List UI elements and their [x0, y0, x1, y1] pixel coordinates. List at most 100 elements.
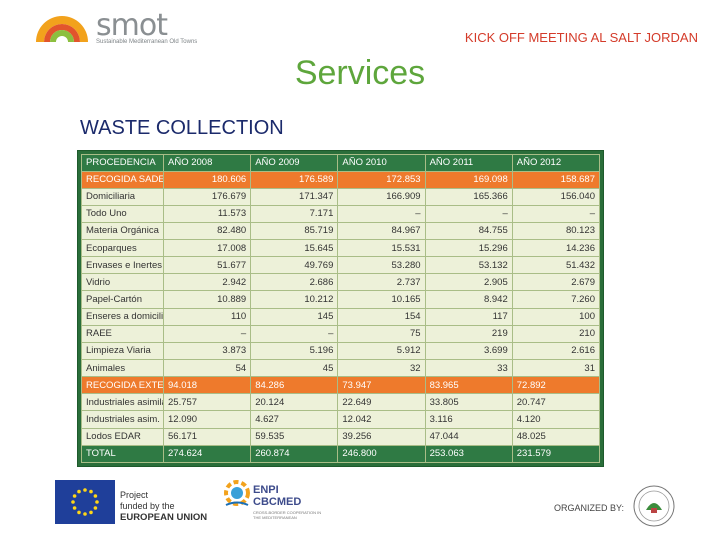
value-cell: 51.432 [511, 256, 601, 275]
value-cell: 84.286 [250, 376, 339, 395]
enpi-title: ENPI CBCMED [253, 484, 301, 508]
value-cell: 3.699 [424, 341, 513, 361]
value-cell: 59.535 [250, 427, 339, 446]
row-label-cell: RECOGIDA EXTERNA [81, 376, 164, 395]
row-label-cell: Enseres a domicilio [81, 307, 164, 326]
value-cell: 158.687 [511, 170, 601, 189]
value-cell: 117 [424, 307, 513, 326]
value-cell: 15.296 [424, 239, 513, 258]
value-cell: – [337, 204, 426, 223]
value-cell: 10.212 [250, 290, 339, 309]
enpi-subtitle: CROSS-BORDER COOPERATION IN THE MEDITERR… [253, 510, 322, 520]
value-cell: 32 [337, 359, 426, 378]
value-cell: 171.347 [250, 187, 339, 206]
value-cell: 15.645 [250, 239, 339, 258]
table-row: Animales 54 45 32 33 31 [81, 359, 601, 378]
row-label-cell: Industriales asim. RCD [81, 410, 164, 429]
table-row: Limpieza Viaria 3.873 5.196 5.912 3.699 2.616 [81, 341, 601, 361]
value-cell: 176.679 [162, 187, 252, 206]
value-cell: 2.686 [250, 273, 339, 292]
value-cell: 2.679 [511, 273, 601, 292]
enpi-line-1: ENPI [253, 484, 279, 496]
value-cell: 5.912 [337, 341, 426, 361]
value-cell: 5.196 [250, 341, 339, 361]
value-cell: 219 [424, 324, 513, 343]
value-cell: 53.132 [424, 256, 513, 275]
value-cell: 73.947 [337, 376, 426, 395]
value-cell: 72.892 [511, 376, 601, 395]
eu-funding-text: Project funded by the EUROPEAN UNION [120, 490, 207, 523]
value-cell: 53.280 [337, 256, 426, 275]
page-title: Services [294, 54, 426, 92]
row-label-cell: Industriales asimilables [81, 393, 164, 412]
value-cell: 2.616 [511, 341, 601, 361]
value-cell: 180.606 [162, 170, 252, 189]
value-cell: 246.800 [337, 444, 426, 464]
column-header: AÑO 2008 [162, 154, 252, 172]
value-cell: 176.589 [250, 170, 339, 189]
waste-table-frame: PROCEDENCIA AÑO 2008 AÑO 2009 AÑO 2010 A… [77, 150, 604, 467]
value-cell: 45 [250, 359, 339, 378]
waste-collection-table: PROCEDENCIA AÑO 2008 AÑO 2009 AÑO 2010 A… [81, 154, 601, 464]
row-label-cell: RAEE [81, 324, 164, 343]
value-cell: 56.171 [162, 427, 252, 446]
value-cell: 210 [511, 324, 601, 343]
value-cell: 260.874 [250, 444, 339, 464]
row-label-cell: Todo Uno [81, 204, 164, 223]
value-cell: 145 [250, 307, 339, 326]
value-cell: 165.366 [424, 187, 513, 206]
row-label-cell: Limpieza Viaria [81, 341, 164, 361]
table-row: Industriales asim. RCD12.0904.62712.0423… [81, 410, 601, 429]
value-cell: 49.769 [250, 256, 339, 275]
eu-line-3: EUROPEAN UNION [120, 512, 208, 523]
column-header: PROCEDENCIA [81, 154, 164, 172]
kickoff-heading: KICK OFF MEETING AL SALT JORDAN [464, 30, 698, 45]
row-label-cell: Animales [81, 359, 164, 378]
value-cell: 83.965 [424, 376, 513, 395]
value-cell: 231.579 [511, 444, 601, 464]
logo-tagline: Sustainable Mediterranean Old Towns [96, 39, 198, 45]
value-cell: 75 [337, 324, 426, 343]
value-cell: 2.942 [162, 273, 252, 292]
value-cell: 156.040 [511, 187, 601, 206]
table-row: RECOGIDA EXTERNA94.01884.28673.94783.965… [81, 376, 601, 395]
value-cell: 166.909 [337, 187, 426, 206]
value-cell: 3.116 [424, 410, 513, 429]
table-row: RAEE – –75 219 210 [81, 324, 601, 343]
value-cell: 39.256 [337, 427, 426, 446]
table-row: Vidrio 2.942 2.686 2.737 2.905 2.679 [81, 273, 601, 292]
eu-flag [55, 480, 115, 524]
row-label-cell: Lodos EDAR [81, 427, 164, 446]
value-cell: 10.889 [162, 290, 252, 309]
table-row: Todo Uno 11.573 7.171– – – [81, 204, 601, 223]
value-cell: 100 [511, 307, 601, 326]
column-header: AÑO 2009 [250, 154, 339, 172]
smot-logo: smot Sustainable Mediterranean Old Towns [34, 8, 197, 50]
value-cell: 47.044 [424, 427, 513, 446]
eu-line-2: funded by the [120, 501, 175, 511]
value-cell: 84.967 [337, 221, 426, 241]
value-cell: 22.649 [337, 393, 426, 412]
enpi-circle-icon [224, 480, 250, 506]
table-row: TOTAL 274.624 260.874 246.800 253.063 231.579 [81, 444, 601, 464]
value-cell: 15.531 [337, 239, 426, 258]
table-row: Papel-Cartón 10.889 10.212 10.165 8.942 7.260 [81, 290, 601, 309]
table-row: Lodos EDAR 56.171 59.535 39.256 47.044 48.025 [81, 427, 601, 446]
value-cell: 85.719 [250, 221, 339, 241]
value-cell: 10.165 [337, 290, 426, 309]
value-cell: 7.260 [511, 290, 601, 309]
value-cell: 84.755 [424, 221, 513, 241]
value-cell: 4.627 [250, 410, 339, 429]
section-subtitle: WASTE COLLECTION [80, 117, 284, 139]
value-cell: 82.480 [162, 221, 252, 241]
value-cell: 33.805 [424, 393, 513, 412]
row-label-cell: Envases e Inertes [81, 256, 164, 275]
organizer-seal-icon [633, 485, 675, 527]
value-cell: 2.905 [424, 273, 513, 292]
value-cell: 17.008 [162, 239, 252, 258]
table-header-row: PROCEDENCIA AÑO 2008 AÑO 2009 AÑO 2010 A… [81, 154, 601, 172]
table-body: RECOGIDA SADECO180.606176.589172.853169.… [81, 170, 601, 464]
row-label-cell: RECOGIDA SADECO [81, 170, 164, 189]
value-cell: – [511, 204, 601, 223]
organized-by-label: ORGANIZED BY: [554, 503, 625, 513]
